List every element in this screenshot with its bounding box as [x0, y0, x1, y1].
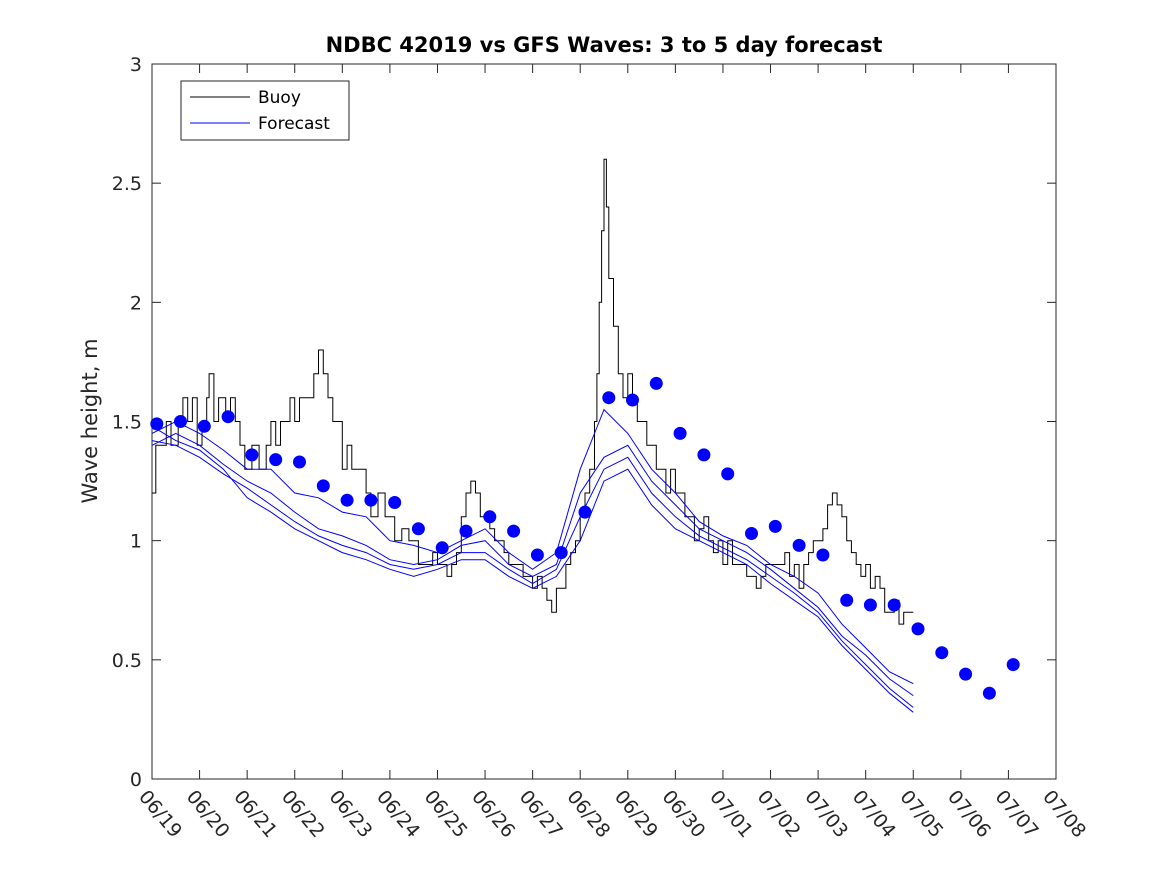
y-tick-label-5: 2.5	[112, 173, 142, 195]
forecast-marker-15	[507, 524, 521, 538]
forecast-marker-29	[840, 593, 854, 607]
forecast-marker-10	[388, 496, 402, 509]
forecast-marker-31	[887, 598, 901, 612]
forecast-marker-34	[959, 667, 973, 681]
forecast-marker-36	[1006, 658, 1020, 672]
forecast-line-1	[151, 432, 914, 697]
forecast-marker-19	[602, 391, 616, 405]
forecast-marker-25	[745, 527, 758, 540]
forecast-marker-8	[340, 493, 354, 507]
forecast-marker-12	[435, 541, 449, 555]
forecast-marker-30	[863, 598, 877, 612]
forecast-marker-35	[982, 686, 996, 700]
forecast-marker-5	[269, 453, 283, 467]
series-layer	[150, 158, 1020, 713]
forecast-marker-0	[150, 417, 164, 431]
forecast-marker-4	[245, 448, 259, 462]
y-tick-label-0: 0	[130, 769, 142, 791]
forecast-marker-1	[174, 415, 187, 428]
y-tick-label-1: 0.5	[112, 650, 142, 672]
forecast-marker-20	[626, 393, 639, 407]
y-tick-label-2: 1	[130, 531, 142, 553]
y-tick-label-6: 3	[130, 54, 142, 76]
forecast-marker-2	[197, 419, 211, 433]
forecast-marker-7	[316, 479, 330, 493]
legend-forecast-label: Forecast	[258, 114, 330, 134]
forecast-marker-9	[364, 493, 378, 507]
forecast-marker-3	[221, 410, 235, 424]
legend-buoy-label: Buoy	[258, 88, 301, 108]
forecast-marker-22	[673, 426, 687, 440]
forecast-marker-6	[293, 455, 306, 469]
forecast-marker-33	[935, 646, 949, 660]
forecast-marker-26	[768, 519, 782, 533]
y-tick-label-4: 2	[130, 292, 142, 314]
forecast-marker-11	[411, 522, 425, 536]
forecast-marker-13	[459, 524, 473, 538]
y-axis-label: Wave height, m	[78, 338, 102, 503]
forecast-marker-18	[578, 505, 592, 519]
forecast-line-3	[151, 425, 914, 713]
buoy-line	[152, 158, 914, 625]
legend-box	[180, 80, 350, 141]
forecast-marker-21	[649, 376, 663, 390]
forecast-line-0	[151, 408, 914, 685]
chart-title: NDBC 42019 vs GFS Waves: 3 to 5 day fore…	[326, 33, 883, 57]
forecast-marker-14	[483, 510, 497, 524]
forecast-marker-23	[697, 448, 711, 462]
legend: Buoy Forecast	[180, 80, 350, 141]
forecast-line-2	[151, 440, 914, 708]
forecast-marker-27	[792, 538, 806, 552]
forecast-marker-28	[816, 548, 830, 562]
forecast-marker-16	[530, 548, 544, 562]
forecast-marker-32	[911, 622, 925, 636]
y-tick-label-3: 1.5	[112, 412, 142, 434]
forecast-marker-24	[721, 467, 735, 481]
forecast-marker-17	[554, 546, 568, 560]
